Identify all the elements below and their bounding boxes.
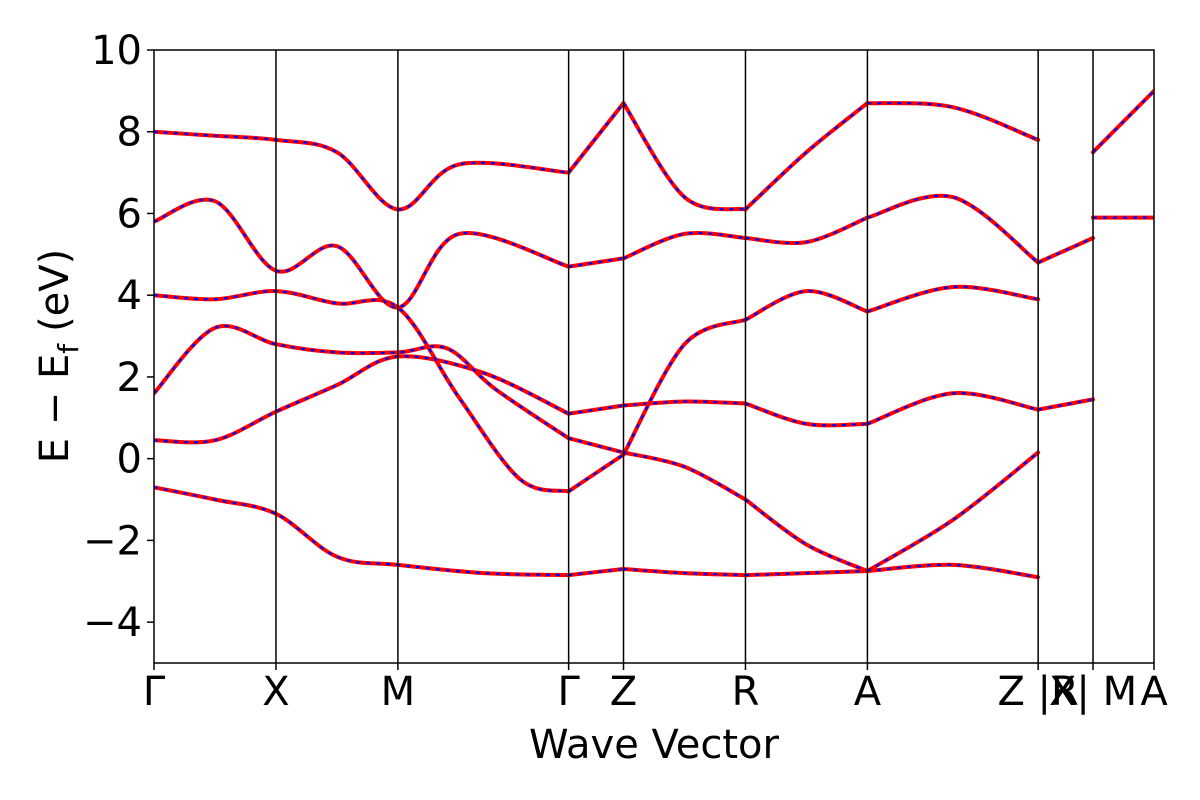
band-line-solid [566,403,626,416]
band-line-solid [743,215,870,245]
band-line-dashed [745,216,868,245]
band-line-dashed [154,355,570,444]
band-line-dashed [154,325,570,440]
high-symmetry-lines [275,50,1094,663]
x-axis-label: Wave Vector [529,722,780,768]
band-line-dashed [568,404,624,415]
band-line-solid [865,450,1041,573]
y-tick-label: 0 [117,437,142,483]
band-line-dashed [1037,398,1094,411]
x-tick-label: Z |R [997,669,1078,715]
band-line-solid [154,289,571,494]
band-line-solid [566,567,626,578]
band-line-solid [566,256,626,269]
band-line-dashed [867,392,1039,425]
band-line-solid [865,391,1041,426]
band-line-dashed [622,102,746,211]
band-line-dashed [744,498,868,573]
x-tick-label: R [732,669,760,715]
band-line-solid [621,231,748,261]
band-line-dashed [568,437,624,454]
band-line-solid [621,317,748,457]
band-line-dashed [745,402,868,427]
band-line-dashed [154,198,569,309]
band-line-dashed [567,102,625,174]
band-line-dashed [866,451,1039,572]
band-line-dashed [622,318,746,456]
band-line-solid [743,401,870,428]
y-tick-label: 8 [117,110,142,156]
band-line-dashed [154,130,569,211]
y-tick-label: −2 [83,518,142,564]
band-line-dashed [154,486,569,577]
band-series [154,284,1041,494]
band-line-dashed [867,563,1039,579]
band-line-dashed [623,231,746,260]
band-line-dashed [867,285,1039,313]
plot-frame [153,49,1155,664]
band-line-dashed [568,567,624,577]
band-line-solid [865,562,1041,580]
band-line-solid [865,284,1041,314]
y-tick-label: 10 [91,28,142,74]
band-line-dashed [567,453,625,493]
band-line-solid [154,129,571,212]
band-line-dashed [154,289,569,493]
band-line-solid [743,289,870,322]
band-series [154,88,1154,212]
band-line-solid [154,197,571,310]
x-tick-label: Z [610,669,637,715]
x-tick-label: X [262,669,289,715]
band-line-solid [743,101,870,212]
band-line-solid [865,193,1041,265]
x-tick-label: Γ [557,669,580,715]
band-line-solid [1036,397,1095,412]
band-line-dashed [745,569,868,577]
band-line-solid [566,436,626,455]
band-line-dashed [623,567,746,577]
band-line-solid [621,450,748,502]
band-line-dashed [867,194,1039,264]
band-line-dashed [623,451,747,501]
band-series [154,354,1095,445]
x-tick-label: M [381,669,416,715]
band-lines [154,88,1154,580]
band-series [154,193,1154,310]
band-line-dashed [744,102,869,211]
band-series [154,324,1041,573]
band-line-solid [621,101,748,212]
band-line-dashed [1092,90,1154,153]
band-line-solid [865,101,1041,142]
y-tick-label: 2 [117,355,142,401]
y-tick-label: −4 [83,600,142,646]
y-axis-label: E − Ef(eV) [32,249,85,464]
y-tick-label: 6 [117,191,142,237]
band-line-dashed [1037,236,1094,264]
x-tick-label: Γ [143,669,166,715]
band-series [154,485,1041,580]
band-line-dashed [623,400,746,407]
x-tick-label: A [1140,669,1168,715]
band-line-dashed [568,257,624,268]
band-line-solid [743,497,870,573]
y-axis-ticks: −4 −2 0 2 4 6 8 10 [83,28,154,646]
x-tick-label: X| M [1049,669,1137,715]
y-tick-label: 4 [117,273,142,319]
y-axis-label-subscript: f [52,343,85,354]
x-tick-label: A [854,669,882,715]
